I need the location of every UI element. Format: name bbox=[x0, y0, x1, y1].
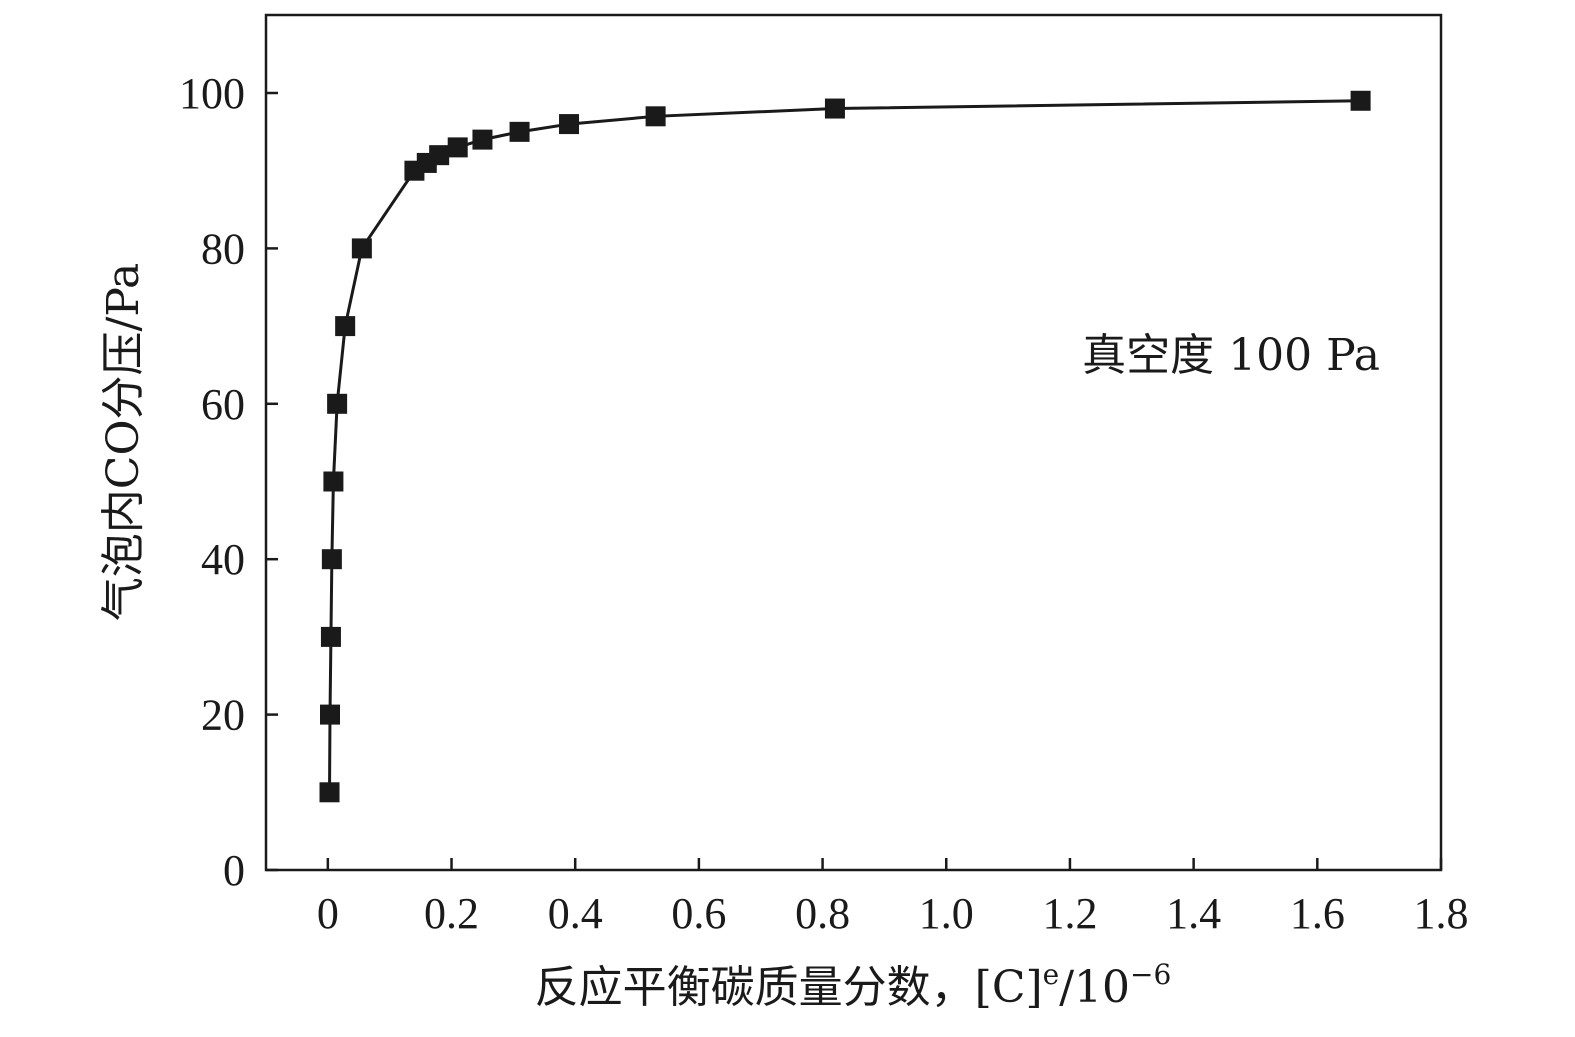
x-tick-label: 0.2 bbox=[424, 889, 479, 938]
y-axis-title: 气泡内CO分压/Pa bbox=[98, 263, 149, 621]
ticks-layer bbox=[266, 91, 1443, 872]
y-tick-label: 20 bbox=[201, 691, 245, 740]
x-axis-title: 反应平衡碳质量分数，[C]e/10−6 bbox=[535, 958, 1172, 1013]
x-axis-title-main: 反应平衡碳质量分数，[C] bbox=[535, 962, 1043, 1013]
data-point bbox=[1350, 90, 1371, 111]
x-tick-label: 0.8 bbox=[795, 889, 850, 938]
data-point bbox=[319, 782, 340, 803]
plot-frame bbox=[264, 13, 1443, 872]
series-layer bbox=[319, 90, 1371, 803]
data-point bbox=[509, 121, 530, 142]
data-point bbox=[327, 393, 348, 414]
data-point bbox=[559, 114, 580, 135]
x-tick-label: 1.2 bbox=[1042, 889, 1097, 938]
y-tick-label: 40 bbox=[201, 535, 245, 584]
y-axis-title-text: 气泡内CO分压/Pa bbox=[98, 263, 149, 621]
y-tick-label: 60 bbox=[201, 380, 245, 429]
labels-layer: 0 0.2 0.4 0.6 0.8 1.0 1.2 1.4 1.6 1.8 0 20 40 60 80 100 bbox=[179, 69, 1469, 938]
y-tick-label: 100 bbox=[179, 69, 245, 118]
x-tick-label: 1.4 bbox=[1166, 889, 1221, 938]
data-point bbox=[447, 137, 468, 158]
x-axis-title-tail: /10 bbox=[1059, 962, 1130, 1013]
annotation-label: 真空度 100 Pa bbox=[1082, 330, 1380, 381]
x-axis-title-sup-e: e bbox=[1043, 958, 1060, 991]
data-point bbox=[321, 549, 342, 570]
x-tick-label: 0.4 bbox=[548, 889, 603, 938]
data-point bbox=[351, 238, 372, 259]
y-tick-label: 0 bbox=[223, 846, 245, 895]
series-line bbox=[328, 99, 1361, 793]
data-point bbox=[320, 704, 341, 725]
data-point bbox=[335, 316, 356, 337]
data-point bbox=[320, 626, 341, 647]
x-tick-label: 0.6 bbox=[671, 889, 726, 938]
data-point bbox=[645, 106, 666, 127]
x-tick-label: 1.0 bbox=[919, 889, 974, 938]
x-axis-title-sup-exp: −6 bbox=[1130, 958, 1171, 991]
x-tick-label: 1.6 bbox=[1290, 889, 1345, 938]
data-point bbox=[323, 471, 344, 492]
x-tick-label: 1.8 bbox=[1414, 889, 1469, 938]
x-tick-label: 0 bbox=[317, 889, 339, 938]
data-point bbox=[824, 98, 845, 119]
y-tick-label: 80 bbox=[201, 224, 245, 273]
data-point bbox=[472, 129, 493, 150]
data-point bbox=[429, 145, 450, 166]
